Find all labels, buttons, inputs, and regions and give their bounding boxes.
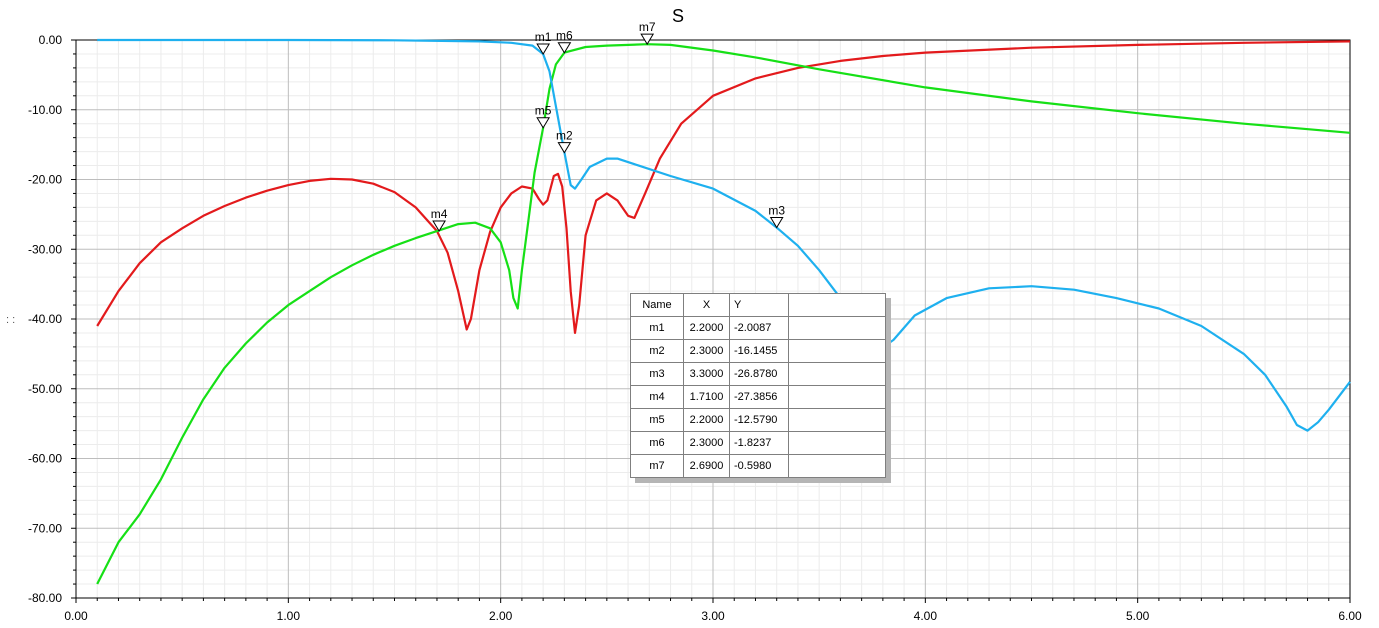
marker-table-cell-empty (788, 431, 886, 455)
marker-table-row: m2 2.3000 -16.1455 (630, 339, 886, 363)
series-line-2 (96, 43, 1351, 585)
marker-m3: m3 (768, 203, 785, 229)
y-tick-label: -70.00 (28, 521, 62, 535)
marker-m5: m5 (535, 104, 552, 129)
marker-label: m6 (556, 29, 573, 43)
marker-m1: m1 (535, 30, 552, 55)
y-tick-label: -80.00 (28, 591, 62, 605)
marker-table-cell: m2 (630, 339, 684, 363)
marker-table-row: m7 2.6900 -0.5980 (630, 454, 886, 478)
marker-table-cell: -1.8237 (729, 431, 789, 455)
marker-table-row: m6 2.3000 -1.8237 (630, 431, 886, 455)
marker-triangle (557, 42, 572, 54)
y-tick-label: -20.00 (28, 173, 62, 187)
markers-layer: m1 m2 m3 m4 m5 m6 m7 (431, 20, 785, 232)
x-tick-label: 3.00 (701, 609, 725, 623)
marker-m4: m4 (431, 207, 448, 232)
marker-table-cell: 2.6900 (683, 454, 730, 478)
marker-table-row: m3 3.3000 -26.8780 (630, 362, 886, 386)
marker-table-cell-empty (788, 339, 886, 363)
chart-title: S (672, 6, 684, 26)
marker-table-cell: -12.5790 (729, 408, 789, 432)
series-line-3 (97, 38, 1351, 432)
x-tick-label: 6.00 (1338, 609, 1362, 623)
marker-table-row: m5 2.2000 -12.5790 (630, 408, 886, 432)
marker-table-cell: m1 (630, 316, 684, 340)
marker-table-row: m1 2.2000 -2.0087 (630, 316, 886, 340)
marker-table-cell: m5 (630, 408, 684, 432)
marker-table-cell-empty (788, 362, 886, 386)
marker-table-cell: 2.3000 (683, 431, 730, 455)
marker-table-cell: m6 (630, 431, 684, 455)
marker-table-cell: -16.1455 (729, 339, 789, 363)
y-tick-label: -30.00 (28, 242, 62, 256)
marker-label: m5 (535, 104, 552, 118)
marker-triangle (536, 117, 551, 129)
marker-table-cell: -27.3856 (729, 385, 789, 409)
marker-label: m1 (535, 30, 552, 44)
marker-label: m2 (556, 129, 573, 143)
marker-triangle (432, 220, 446, 232)
series-line-1 (96, 40, 1351, 334)
y-tick-label: -10.00 (28, 103, 62, 117)
axis-ticks: 0.00 1.00 2.00 3.00 4.00 5.00 6.00 0.00 -10.00 -2… (28, 33, 1362, 623)
x-tick-label: 1.00 (277, 609, 301, 623)
marker-table-cell: 1.7100 (683, 385, 730, 409)
marker-table-cell: 3.3000 (683, 362, 730, 386)
marker-table-cell: 2.2000 (683, 316, 730, 340)
x-tick-label: 2.00 (489, 609, 513, 623)
y-tick-label: -60.00 (28, 452, 62, 466)
y-tick-label: -50.00 (28, 382, 62, 396)
marker-triangle (536, 43, 551, 55)
marker-table-cell: Name (630, 293, 684, 317)
marker-triangle (557, 142, 572, 154)
marker-triangle (640, 33, 655, 46)
x-tick-label: 5.00 (1126, 609, 1150, 623)
marker-table-row: m4 1.7100 -27.3856 (630, 385, 886, 409)
marker-table-cell: m7 (630, 454, 684, 478)
x-tick-label: 0.00 (64, 609, 88, 623)
marker-table-cell: Y (729, 293, 789, 317)
marker-table-cell: -2.0087 (729, 316, 789, 340)
marker-label: m3 (768, 203, 785, 217)
y-tick-label: -40.00 (28, 312, 62, 326)
marker-table-cell-empty (788, 408, 886, 432)
marker-m6: m6 (556, 29, 573, 54)
y-axis-label-stub: : : (6, 314, 15, 326)
series-layer (96, 38, 1351, 585)
marker-table-cell: -0.5980 (729, 454, 789, 478)
marker-label: m4 (431, 207, 448, 221)
marker-table-cell: m3 (630, 362, 684, 386)
marker-table-cell-empty (788, 316, 886, 340)
marker-table-cell: -26.8780 (729, 362, 789, 386)
marker-table-cell: m4 (630, 385, 684, 409)
marker-table-header: Name X Y (630, 293, 886, 317)
marker-table-cell-empty (788, 454, 886, 478)
marker-table-cell-empty (788, 293, 886, 317)
marker-m7: m7 (639, 20, 656, 46)
marker-table-cell: 2.3000 (683, 339, 730, 363)
marker-table-cell-empty (788, 385, 886, 409)
y-tick-label: 0.00 (39, 33, 63, 47)
marker-m2: m2 (556, 129, 573, 154)
marker-table-cell: 2.2000 (683, 408, 730, 432)
x-tick-label: 4.00 (914, 609, 938, 623)
marker-label: m7 (639, 20, 656, 34)
marker-triangle (769, 216, 784, 229)
marker-table-cell: X (683, 293, 730, 317)
